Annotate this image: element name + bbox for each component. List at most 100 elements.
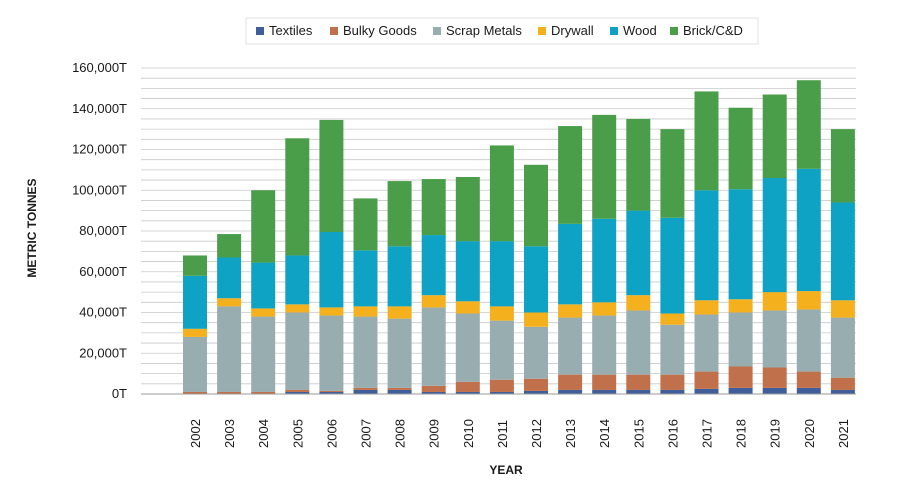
bar-segment-scrap-metals <box>558 317 583 375</box>
bar-segment-scrap-metals <box>421 307 446 386</box>
bars-layer <box>183 80 855 394</box>
bar-segment-wood <box>694 190 719 301</box>
bar-segment-bulky-goods <box>285 389 310 392</box>
legend-label: Brick/C&D <box>683 23 743 38</box>
bar-segment-bulky-goods <box>217 391 242 394</box>
legend-item: Textiles <box>256 23 313 38</box>
bar-segment-brick-c-d <box>728 107 753 190</box>
bar-segment-textiles <box>524 390 548 394</box>
bar-segment-drywall <box>251 308 276 317</box>
y-tick-label: 140,000T <box>72 101 127 116</box>
x-tick-label: 2020 <box>802 419 817 448</box>
bar-segment-bulky-goods <box>251 391 276 394</box>
legend-item: Wood <box>610 23 657 38</box>
bar-segment-brick-c-d <box>455 177 480 242</box>
legend-label: Bulky Goods <box>343 23 417 38</box>
bar-segment-wood <box>183 275 207 329</box>
x-axis-title: YEAR <box>489 463 523 477</box>
bar-segment-bulky-goods <box>319 390 344 392</box>
bar-segment-textiles <box>353 389 378 394</box>
legend-swatch <box>610 27 618 35</box>
bar-segment-wood <box>251 262 276 309</box>
bar-segment-drywall <box>796 291 821 310</box>
bar-segment-textiles <box>728 387 753 394</box>
bar-segment-drywall <box>762 292 787 311</box>
x-tick-label: 2015 <box>631 419 646 448</box>
bar-segment-brick-c-d <box>762 94 787 179</box>
legend-item: Brick/C&D <box>670 23 743 38</box>
legend-swatch <box>433 27 441 35</box>
legend-label: Wood <box>623 23 657 38</box>
bar-segment-brick-c-d <box>660 129 685 218</box>
bar-segment-bulky-goods <box>660 374 685 390</box>
bar-segment-textiles <box>694 388 719 394</box>
bar-segment-brick-c-d <box>353 198 378 251</box>
x-tick-label: 2013 <box>563 419 578 448</box>
x-tick-label: 2010 <box>461 419 476 448</box>
legend-swatch <box>538 27 546 35</box>
bar-segment-wood <box>489 241 514 307</box>
legend-item: Scrap Metals <box>433 23 522 38</box>
bar-segment-brick-c-d <box>285 138 310 256</box>
bar-segment-drywall <box>830 300 855 318</box>
bar-segment-wood <box>592 218 617 303</box>
legend-label: Scrap Metals <box>446 23 522 38</box>
bar-segment-brick-c-d <box>183 255 207 276</box>
bar-segment-scrap-metals <box>319 315 344 391</box>
bar-segment-textiles <box>319 391 344 394</box>
x-tick-label: 2006 <box>324 419 339 448</box>
bar-segment-bulky-goods <box>694 371 719 389</box>
bar-segment-brick-c-d <box>251 190 276 263</box>
legend: Textiles Bulky Goods Scrap Metals Drywall Wo… <box>245 17 759 45</box>
bar-segment-wood <box>455 241 480 302</box>
bar-segment-wood <box>319 232 344 308</box>
y-tick-label: 20,000T <box>79 345 127 360</box>
bar-segment-drywall <box>421 295 446 308</box>
legend-label: Textiles <box>269 23 313 38</box>
bar-segment-scrap-metals <box>728 312 753 367</box>
y-tick-label: 100,000T <box>72 182 127 197</box>
bar-segment-bulky-goods <box>762 367 787 388</box>
y-tick-label: 160,000T <box>72 60 127 75</box>
bar-segment-drywall <box>694 300 719 315</box>
x-tick-label: 2009 <box>427 419 442 448</box>
bar-segment-wood <box>285 255 310 305</box>
bar-segment-drywall <box>319 307 344 316</box>
bar-segment-bulky-goods <box>592 374 617 390</box>
bar-segment-textiles <box>796 387 821 394</box>
x-tick-label: 2002 <box>188 419 203 448</box>
bar-segment-wood <box>626 210 651 296</box>
y-tick-label: 0T <box>112 386 127 401</box>
x-tick-label: 2019 <box>768 419 783 448</box>
bar-segment-scrap-metals <box>285 312 310 390</box>
bar-segment-textiles <box>387 389 412 394</box>
bar-segment-bulky-goods <box>626 374 651 390</box>
x-tick-label: 2012 <box>529 419 544 448</box>
bar-segment-textiles <box>762 387 787 394</box>
x-tick-label: 2008 <box>393 419 408 448</box>
bar-segment-bulky-goods <box>524 378 548 391</box>
bar-segment-wood <box>660 217 685 314</box>
bar-segment-scrap-metals <box>796 309 821 372</box>
bar-segment-wood <box>762 178 787 293</box>
bar-segment-bulky-goods <box>387 387 412 390</box>
bar-segment-scrap-metals <box>592 315 617 375</box>
bar-segment-drywall <box>524 312 548 327</box>
bar-segment-drywall <box>353 306 378 317</box>
bar-segment-bulky-goods <box>830 377 855 390</box>
bar-segment-bulky-goods <box>558 374 583 390</box>
bar-segment-bulky-goods <box>421 385 446 392</box>
bar-segment-brick-c-d <box>217 234 242 258</box>
bar-segment-bulky-goods <box>455 381 480 392</box>
y-tick-label: 40,000T <box>79 305 127 320</box>
bar-segment-drywall <box>558 304 583 318</box>
legend-item: Bulky Goods <box>330 23 417 38</box>
bar-segment-drywall <box>728 299 753 313</box>
y-tick-label: 80,000T <box>79 223 127 238</box>
bar-segment-wood <box>217 257 242 299</box>
bar-segment-wood <box>830 202 855 301</box>
bar-segment-wood <box>524 246 548 313</box>
bar-segment-brick-c-d <box>694 91 719 191</box>
bar-segment-drywall <box>455 301 480 314</box>
